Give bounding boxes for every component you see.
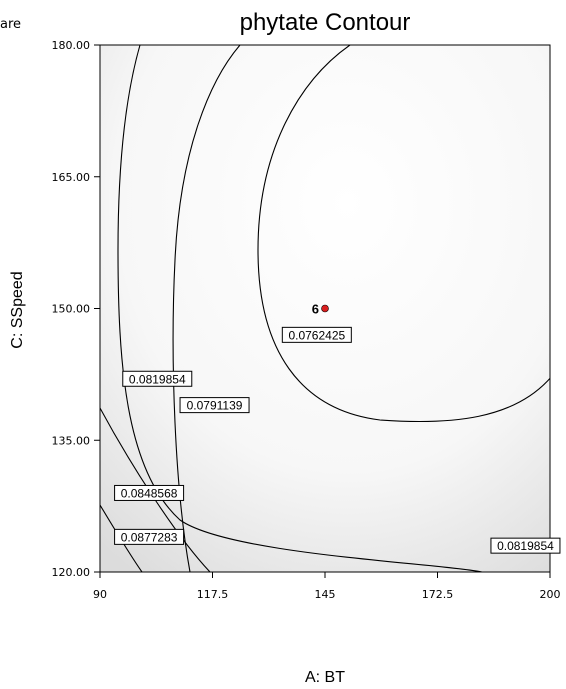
contour-label-box xyxy=(281,326,352,343)
y-axis-ticks: 120.00 135.00 150.00 165.00 180.00 xyxy=(52,39,100,579)
chart-title: phytate Contour xyxy=(240,9,411,36)
x-tick-label: 200 xyxy=(540,588,561,601)
x-tick-label: 117.5 xyxy=(197,588,229,601)
contour-labels: 0.07624250.07911390.08198540.08198540.08… xyxy=(114,326,561,554)
contour-label: 0.0819854 xyxy=(497,539,554,553)
contour-line-0819854 xyxy=(117,45,483,572)
y-tick-label: 180.00 xyxy=(52,39,91,52)
contour-line-0762425 xyxy=(257,45,550,423)
y-tick-label: 120.00 xyxy=(52,566,91,579)
design-point-label: 6 xyxy=(312,302,319,317)
contour-label-box xyxy=(114,484,185,501)
contour-label: 0.0819854 xyxy=(129,372,186,386)
contour-label: 0.0848568 xyxy=(121,486,178,500)
contour-label: 0.0791139 xyxy=(187,399,243,413)
y-tick-label: 135.00 xyxy=(52,434,91,447)
y-tick-label: 150.00 xyxy=(52,303,91,316)
contour-label: 0.0877283 xyxy=(121,530,178,544)
contour-label-box xyxy=(122,370,193,387)
x-axis-label: A: BT xyxy=(305,669,345,686)
corner-text: are xyxy=(0,17,21,32)
contour-label-box xyxy=(114,528,185,545)
y-axis-label: C: SSpeed xyxy=(9,271,26,348)
x-tick-label: 145 xyxy=(315,588,336,601)
contour-label: 0.0762425 xyxy=(288,328,345,342)
design-point-marker xyxy=(321,304,329,313)
design-point: 6 xyxy=(312,302,329,317)
x-axis-ticks: 90 117.5 145 172.5 200 xyxy=(93,572,561,601)
x-tick-label: 90 xyxy=(93,588,107,601)
x-tick-label: 172.5 xyxy=(422,588,454,601)
contour-label-box xyxy=(179,397,250,414)
y-tick-label: 165.00 xyxy=(52,171,91,184)
contour-label-box xyxy=(490,537,561,554)
